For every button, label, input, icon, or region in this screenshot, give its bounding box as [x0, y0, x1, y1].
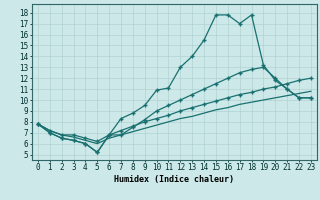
- X-axis label: Humidex (Indice chaleur): Humidex (Indice chaleur): [115, 175, 234, 184]
